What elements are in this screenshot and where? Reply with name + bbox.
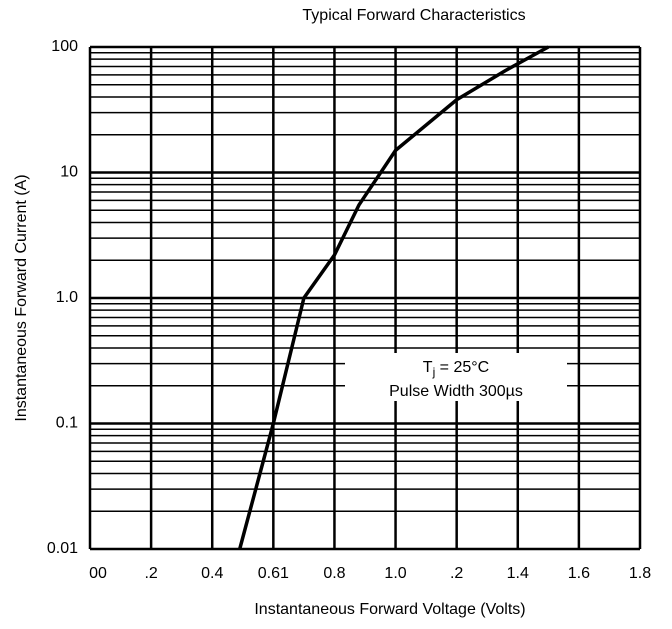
annotation-box	[345, 353, 567, 401]
y-tick-label: 0.01	[47, 540, 78, 557]
plot	[238, 45, 550, 550]
chart-title: Typical Forward Characteristics	[302, 7, 525, 24]
x-tick-label: 0.4	[201, 565, 223, 582]
x-tick-label: 00	[89, 565, 107, 582]
annotation-condition: Tj = 25°C	[423, 359, 489, 379]
x-axis-label: Instantaneous Forward Voltage (Volts)	[254, 601, 525, 618]
x-tick-label: 1.4	[507, 565, 529, 582]
annotation-symbol: T	[423, 359, 433, 376]
grid: 0.01 0.1 1.0 10 100 00 .2 0.4 0.61 0.8 1.0 .2 1.4 1.6…	[47, 38, 651, 582]
x-tick-label: 0.8	[323, 565, 345, 582]
x-tick-label: .2	[450, 565, 463, 582]
y-tick-label: 1.0	[56, 289, 78, 306]
y-tick-label: 0.1	[56, 415, 78, 432]
y-tick-label: 10	[60, 164, 78, 181]
x-tick-label: 0.61	[258, 565, 289, 582]
annotation-condition-text: = 25°C	[435, 359, 489, 376]
annotation-note: Pulse Width 300µs	[389, 383, 523, 400]
y-axis-label: Instantaneous Forward Current (A)	[13, 174, 30, 421]
x-tick-label: .2	[144, 565, 157, 582]
x-tick-label: 1.6	[568, 565, 590, 582]
x-tick-label: 1.0	[384, 565, 406, 582]
y-tick-label: 100	[51, 38, 78, 55]
annotation-subscript: j	[432, 365, 436, 379]
x-tick-label: 1.8	[629, 565, 651, 582]
series-line	[238, 45, 550, 550]
